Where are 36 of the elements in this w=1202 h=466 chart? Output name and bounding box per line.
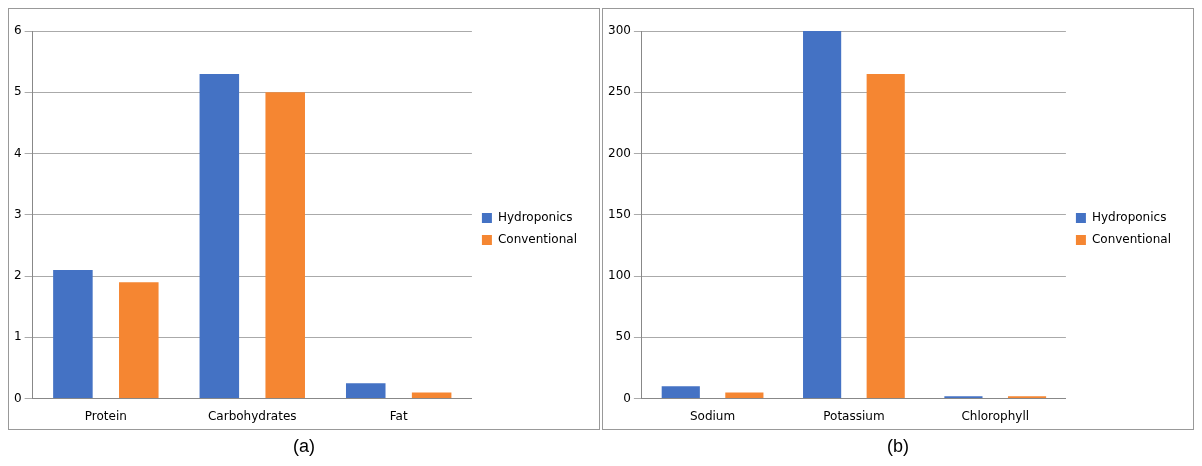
x-tick-label: Chlorophyll [961,408,1030,423]
x-tick-label: Protein [84,408,127,423]
y-tick-label: 6 [13,23,22,38]
y-tick-label: 300 [608,23,631,38]
y-tick-label: 50 [615,329,631,344]
y-tick-label: 4 [13,145,22,160]
x-tick-label: Carbohydrates [207,408,297,423]
y-tick-label: 200 [608,145,631,160]
bar [411,392,452,399]
bar [345,383,386,399]
bar [661,386,700,399]
bar [803,31,842,399]
text: (b) [886,436,910,457]
text: (a) [292,436,316,457]
y-tick-label: 5 [13,84,22,99]
legend-label: Conventional [497,232,577,247]
bar [725,392,764,399]
x-tick-label: Sodium [689,408,736,423]
legend-label: Conventional [1091,232,1171,247]
y-tick-label: 100 [608,268,631,283]
y-tick-label: 0 [623,390,631,405]
y-tick-label: 0 [13,390,22,405]
y-tick-label: 250 [608,84,631,99]
legend-label: Hydroponics [1091,210,1167,225]
bar [866,73,905,399]
x-tick-label: Potassium [823,408,885,423]
y-tick-label: 2 [13,268,22,283]
bar [119,282,159,399]
y-tick-label: 1 [13,329,22,344]
bar [265,92,305,399]
bar [199,73,240,399]
y-tick-label: 150 [608,206,631,221]
legend-label: Hydroponics [497,210,573,225]
bar [53,269,93,399]
y-tick-label: 3 [13,206,22,221]
x-tick-label: Fat [389,408,408,423]
